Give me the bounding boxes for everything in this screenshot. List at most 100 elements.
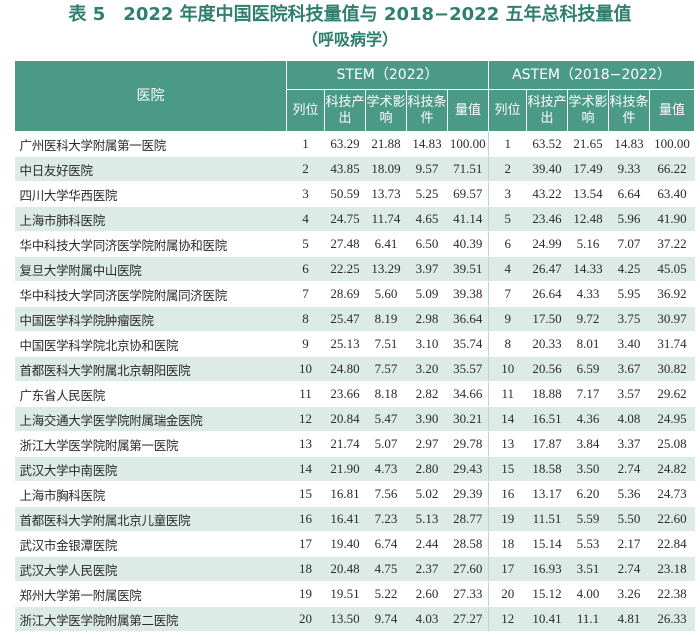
astem-impact-cell: 17.49 bbox=[567, 156, 609, 182]
stem-impact-cell: 9.74 bbox=[365, 606, 407, 632]
stem-value-cell: 28.77 bbox=[447, 506, 489, 532]
astem-rank-cell: 11 bbox=[488, 381, 527, 407]
stem-conditions-cell: 14.83 bbox=[406, 131, 448, 157]
stem-output-cell: 19.40 bbox=[324, 531, 366, 557]
table-row: 上海交通大学医学院附属瑞金医院 12 20.84 5.47 3.90 30.21 14 16.… bbox=[14, 406, 695, 432]
table-row: 上海市胸科医院 15 16.81 7.56 5.02 29.39 16 13.17 6.20 5.… bbox=[14, 481, 695, 507]
stem-impact-cell: 5.22 bbox=[365, 581, 407, 607]
table-body: 广州医科大学附属第一医院 1 63.29 21.88 14.83 100.00 1 63.52… bbox=[14, 131, 695, 632]
astem-output-cell: 11.51 bbox=[526, 506, 568, 532]
stem-conditions-cell: 4.03 bbox=[406, 606, 448, 632]
hospital-name-cell: 四川大学华西医院 bbox=[14, 181, 287, 207]
stem-output-cell: 16.81 bbox=[324, 481, 366, 507]
stem-impact-cell: 7.57 bbox=[365, 356, 407, 382]
stem-value-cell: 29.43 bbox=[447, 456, 489, 482]
table-row: 中国医学科学院北京协和医院 9 25.13 7.51 3.10 35.74 8 20.33 8.… bbox=[14, 331, 695, 357]
astem-value-cell: 23.18 bbox=[649, 556, 695, 582]
table-title: 表 5 2022 年度中国医院科技量值与 2018−2022 五年总科技量值 bbox=[68, 4, 632, 25]
stem-impact-cell: 4.75 bbox=[365, 556, 407, 582]
stem-value-cell: 100.00 bbox=[447, 131, 489, 157]
astem-conditions-cell: 5.50 bbox=[608, 506, 650, 532]
stem-impact-cell: 5.47 bbox=[365, 406, 407, 432]
astem-output-cell: 10.41 bbox=[526, 606, 568, 632]
astem-value-cell: 22.84 bbox=[649, 531, 695, 557]
stem-impact-cell: 5.07 bbox=[365, 431, 407, 457]
table-row: 中国医学科学院肿瘤医院 8 25.47 8.19 2.98 36.64 9 17.50 9.72… bbox=[14, 306, 695, 332]
stem-rank-cell: 8 bbox=[286, 306, 325, 332]
astem-output-cell: 24.99 bbox=[526, 231, 568, 257]
stem-rank-cell: 6 bbox=[286, 256, 325, 282]
astem-rank-cell: 6 bbox=[488, 231, 527, 257]
stem-conditions-cell: 2.98 bbox=[406, 306, 448, 332]
stem-rank-cell: 20 bbox=[286, 606, 325, 632]
astem-rank-cell: 13 bbox=[488, 431, 527, 457]
astem-value-cell: 100.00 bbox=[649, 131, 695, 157]
stem-rank-cell: 2 bbox=[286, 156, 325, 182]
astem-value-cell: 63.40 bbox=[649, 181, 695, 207]
stem-value-cell: 36.64 bbox=[447, 306, 489, 332]
hospital-name-cell: 郑州大学第一附属医院 bbox=[14, 581, 287, 607]
stem-output-cell: 23.66 bbox=[324, 381, 366, 407]
stem-value-cell: 69.57 bbox=[447, 181, 489, 207]
table-row: 武汉大学人民医院 18 20.48 4.75 2.37 27.60 17 16.93 3.51 2… bbox=[14, 556, 695, 582]
stem-rank-cell: 4 bbox=[286, 206, 325, 232]
stem-conditions-cell: 5.09 bbox=[406, 281, 448, 307]
stem-conditions-cell: 3.97 bbox=[406, 256, 448, 282]
astem-rank-cell: 10 bbox=[488, 356, 527, 382]
astem-conditions-cell: 14.83 bbox=[608, 131, 650, 157]
astem-impact-cell: 9.72 bbox=[567, 306, 609, 332]
stem-value-cell: 30.21 bbox=[447, 406, 489, 432]
astem-conditions-cell: 3.67 bbox=[608, 356, 650, 382]
astem-rank-header: 列位 bbox=[488, 89, 528, 132]
stem-rank-cell: 11 bbox=[286, 381, 325, 407]
stem-value-cell: 27.27 bbox=[447, 606, 489, 632]
stem-impact-cell: 13.73 bbox=[365, 181, 407, 207]
astem-rank-cell: 9 bbox=[488, 306, 527, 332]
stem-output-cell: 25.13 bbox=[324, 331, 366, 357]
hospital-name-cell: 中国医学科学院北京协和医院 bbox=[14, 331, 287, 357]
astem-conditions-cell: 4.08 bbox=[608, 406, 650, 432]
astem-output-cell: 39.40 bbox=[526, 156, 568, 182]
astem-output-cell: 13.17 bbox=[526, 481, 568, 507]
astem-conditions-cell: 2.74 bbox=[608, 556, 650, 582]
astem-rank-cell: 7 bbox=[488, 281, 527, 307]
astem-impact-cell: 11.1 bbox=[567, 606, 609, 632]
stem-rank-cell: 19 bbox=[286, 581, 325, 607]
astem-2018-2022-group-header: ASTEM（2018−2022） bbox=[488, 60, 696, 90]
stem-impact-cell: 8.19 bbox=[365, 306, 407, 332]
stem-conditions-cell: 6.50 bbox=[406, 231, 448, 257]
hospital-name-cell: 华中科技大学同济医学院附属协和医院 bbox=[14, 231, 287, 257]
stem-rank-cell: 14 bbox=[286, 456, 325, 482]
astem-output-cell: 26.64 bbox=[526, 281, 568, 307]
stem-conditions-cell: 3.20 bbox=[406, 356, 448, 382]
stem-value-cell: 28.58 bbox=[447, 531, 489, 557]
astem-value-cell: 24.73 bbox=[649, 481, 695, 507]
astem-value-cell: 66.22 bbox=[649, 156, 695, 182]
stem-output-cell: 24.80 bbox=[324, 356, 366, 382]
astem-value-cell: 25.08 bbox=[649, 431, 695, 457]
astem-output-header: 科技产出 bbox=[526, 89, 569, 132]
astem-conditions-cell: 2.17 bbox=[608, 531, 650, 557]
table-row: 武汉大学中南医院 14 21.90 4.73 2.80 29.43 15 18.58 3.50 2… bbox=[14, 456, 695, 482]
stem-output-cell: 27.48 bbox=[324, 231, 366, 257]
astem-output-cell: 18.88 bbox=[526, 381, 568, 407]
stem-rank-cell: 9 bbox=[286, 331, 325, 357]
table-row: 首都医科大学附属北京儿童医院 16 16.41 7.23 5.13 28.77 19 11.5… bbox=[14, 506, 695, 532]
stem-rank-cell: 18 bbox=[286, 556, 325, 582]
astem-impact-cell: 4.33 bbox=[567, 281, 609, 307]
astem-output-cell: 15.14 bbox=[526, 531, 568, 557]
stem-conditions-cell: 5.25 bbox=[406, 181, 448, 207]
table-row: 中日友好医院 2 43.85 18.09 9.57 71.51 2 39.40 17.49 9.3… bbox=[14, 156, 695, 182]
astem-value-cell: 45.05 bbox=[649, 256, 695, 282]
stem-output-cell: 21.90 bbox=[324, 456, 366, 482]
hospital-name-cell: 浙江大学医学院附属第二医院 bbox=[14, 606, 287, 632]
table-row: 复旦大学附属中山医院 6 22.25 13.29 3.97 39.51 4 26.47 14.3… bbox=[14, 256, 695, 282]
astem-conditions-cell: 5.96 bbox=[608, 206, 650, 232]
astem-conditions-cell: 2.74 bbox=[608, 456, 650, 482]
astem-impact-cell: 5.16 bbox=[567, 231, 609, 257]
astem-rank-cell: 2 bbox=[488, 156, 527, 182]
astem-rank-cell: 15 bbox=[488, 456, 527, 482]
astem-impact-cell: 7.17 bbox=[567, 381, 609, 407]
hospital-name-cell: 浙江大学医学院附属第一医院 bbox=[14, 431, 287, 457]
hospital-name-cell: 武汉市金银潭医院 bbox=[14, 531, 287, 557]
